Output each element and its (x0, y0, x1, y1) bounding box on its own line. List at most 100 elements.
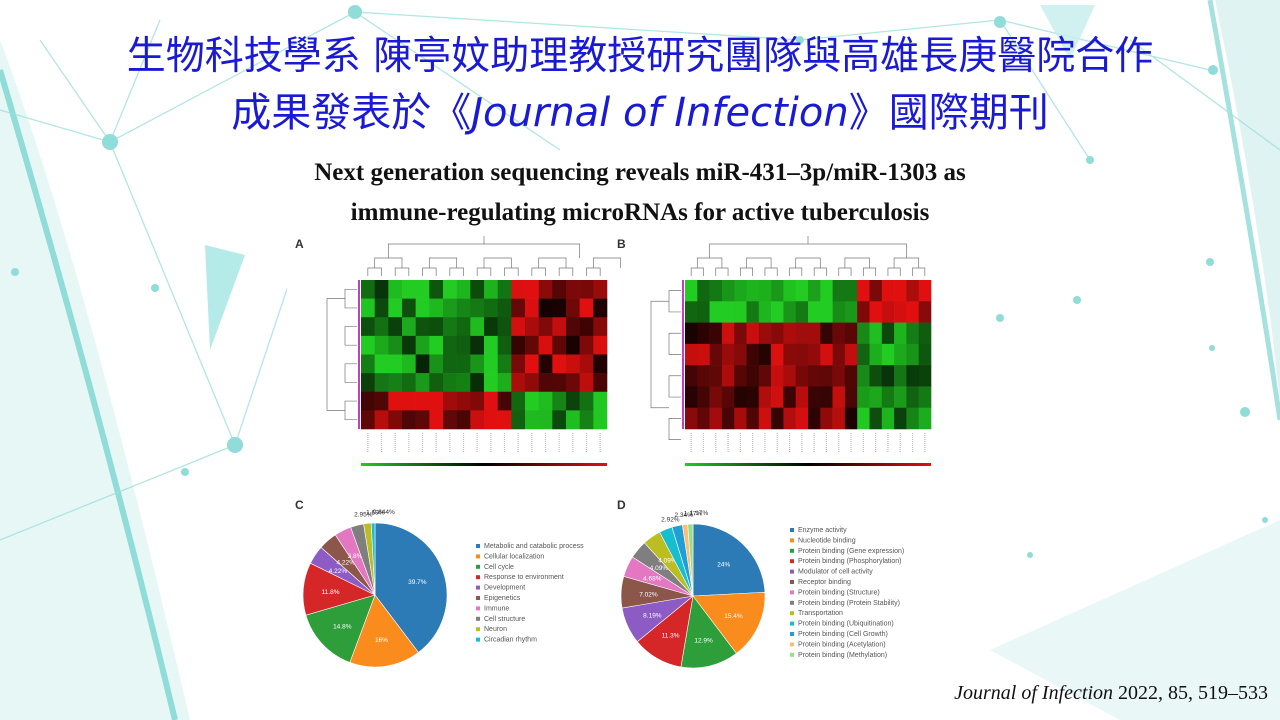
heatmap-cell (685, 407, 698, 430)
heatmap-cell (869, 301, 883, 323)
heatmap-cell (734, 407, 747, 430)
heatmap-cell (374, 317, 389, 337)
heatmap-cell (579, 317, 594, 337)
heatmap-cell (429, 298, 444, 318)
heatmap-cell (820, 386, 833, 409)
heatmap-cell (593, 354, 608, 374)
heatmap-cell (593, 391, 608, 411)
heatmap-cell (758, 386, 772, 409)
pie-d-slice-label-6: 4.68% (643, 576, 662, 583)
dendrogram-branch (795, 257, 821, 268)
heatmap-cell (579, 373, 594, 393)
dendrogram-branch (367, 267, 382, 276)
pie-d-slice-0 (692, 523, 766, 597)
dendrogram-branch (344, 400, 357, 421)
heatmap-cell (734, 343, 747, 366)
journal-name: Journal of Infection (471, 90, 849, 136)
pie-d-legend-entry-12: Protein binding (Methylation) (798, 652, 887, 659)
heatmap-cell (470, 354, 485, 374)
heatmap-cell (820, 365, 833, 387)
heatmap-cell (795, 322, 809, 345)
heatmap-cell (758, 280, 772, 302)
heatmap-cell (906, 365, 919, 387)
heatmap-cell (388, 354, 403, 374)
heatmap-cell (456, 391, 471, 411)
dendrogram-branch (740, 267, 753, 276)
heatmap-cell (857, 322, 870, 345)
heatmap-cell (538, 298, 553, 318)
pie-c-slice-label-7: 2.95% (354, 512, 373, 519)
heatmap-cell (906, 280, 919, 302)
heatmap-cell (361, 280, 375, 299)
heatmap-cell (374, 410, 389, 430)
heatmap-cell (918, 343, 932, 366)
heatmap-cell (771, 407, 784, 430)
heatmap-cell (538, 280, 553, 299)
pie-c-legend-swatch-3 (476, 575, 480, 580)
heatmap-cell (758, 365, 772, 387)
pie-d-legend-entry-6: Protein binding (Structure) (798, 589, 880, 596)
heatmap-cell (511, 373, 526, 393)
heatmap-cell (470, 317, 485, 337)
pie-d-slice-label-11: 1.17% (684, 511, 703, 518)
heatmap-cell (906, 407, 919, 430)
pie-d-legend-entry-8: Transportation (798, 610, 843, 617)
heatmap-cell (566, 354, 580, 374)
heatmap-cell (456, 298, 471, 318)
dendrogram-branch (650, 300, 669, 409)
heatmap-cell (388, 391, 403, 411)
heatmap-cell (388, 335, 403, 355)
heatmap-sidebar (358, 280, 360, 429)
heatmap-cell (388, 280, 403, 299)
heatmap-cell (415, 373, 430, 393)
pie-d-slice-label-0: 24% (717, 562, 730, 569)
pie-c-legend-entry-9: Circadian rhythm (484, 637, 537, 644)
heatmap-cell (566, 280, 580, 299)
heatmap-cell (844, 322, 858, 345)
heatmap-cell (456, 354, 471, 374)
heatmap-cell (869, 407, 883, 430)
dendrogram-branch (709, 243, 907, 258)
heatmap-cell (470, 280, 485, 299)
heatmap-cell (721, 322, 735, 345)
heatmap-cell (552, 410, 567, 430)
pie-c-legend-swatch-0 (476, 544, 480, 548)
pie-d-legend-swatch-8 (790, 611, 794, 616)
heatmap-b (650, 236, 932, 466)
heatmap-cell (552, 373, 567, 393)
heatmap-cell (918, 386, 932, 409)
pie-d-slice-label-2: 12.9% (694, 637, 713, 644)
heatmap-cell (525, 391, 539, 411)
heatmap-cell (746, 280, 760, 302)
pie-c-legend-entry-3: Response to environment (484, 574, 564, 581)
heatmap-cell (566, 410, 580, 430)
heatmap-cell (361, 410, 375, 430)
heatmap-cell (783, 386, 796, 409)
dendrogram-branch (813, 267, 827, 276)
pie-d-slice-label-12: 1.17% (690, 510, 709, 517)
heatmap-cell (869, 280, 883, 302)
heatmap-cell (579, 280, 594, 299)
heatmap-cell (388, 410, 403, 430)
heatmap-cell (593, 317, 608, 337)
main-title-line-2-suffix: 》國際期刊 (848, 90, 1049, 136)
pie-c-slice-label-3: 11.8% (322, 589, 340, 596)
heatmap-cell (456, 335, 471, 355)
heatmap-cell (525, 410, 539, 430)
heatmap-cell (484, 373, 498, 393)
dendrogram-branch (586, 267, 601, 276)
heatmap-cell (894, 343, 907, 366)
heatmap-cell (538, 410, 553, 430)
heatmap-cell (415, 335, 430, 355)
heatmap-cell (881, 301, 895, 323)
heatmap-cell (511, 391, 526, 411)
pie-d-slice-label-1: 15.4% (724, 613, 743, 620)
heatmap-cell (844, 280, 858, 302)
pie-d-legend-entry-5: Receptor binding (798, 579, 851, 586)
heatmap-cell (697, 386, 710, 409)
main-title-line-2: 成果發表於《Journal of Infection》國際期刊 (0, 90, 1280, 136)
pie-c-legend-swatch-5 (476, 596, 480, 600)
heatmap-cell (456, 280, 471, 299)
pie-d-legend-swatch-4 (790, 569, 794, 574)
